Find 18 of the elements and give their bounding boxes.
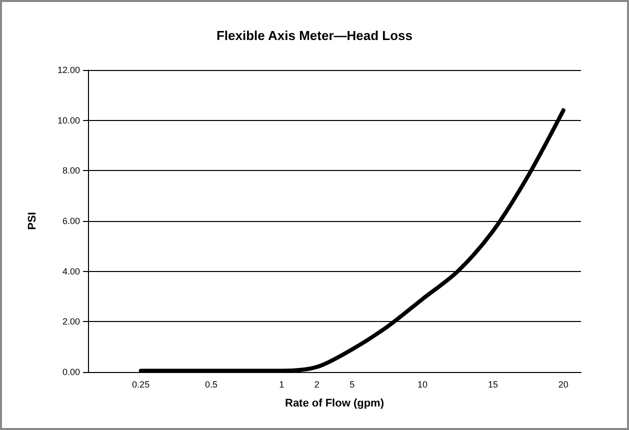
chart-title: Flexible Axis Meter—Head Loss [216, 28, 413, 43]
y-tick-label: 2.00 [62, 316, 80, 327]
y-tick-label: 6.00 [62, 216, 80, 226]
y-tick-label: 12.00 [57, 65, 80, 75]
y-tick-label: 10.00 [57, 115, 80, 126]
x-tick-label: 0.25 [132, 380, 150, 390]
x-tick-label: 10 [418, 380, 428, 390]
x-tick-label: 0.5 [204, 380, 218, 390]
x-tick-label: 5 [350, 380, 355, 390]
y-tick-label: 4.00 [62, 266, 80, 276]
y-tick-label: 0.00 [62, 367, 80, 377]
y-tick-label: 8.00 [62, 166, 80, 176]
x-tick-label: 2 [314, 380, 320, 390]
x-tick-label: 15 [488, 380, 498, 390]
x-axis-title: Rate of Flow (gpm) [285, 398, 384, 410]
x-tick-label: 1 [279, 380, 284, 390]
y-axis-title: PSI [26, 212, 38, 230]
x-tick-label: 20 [558, 380, 568, 390]
